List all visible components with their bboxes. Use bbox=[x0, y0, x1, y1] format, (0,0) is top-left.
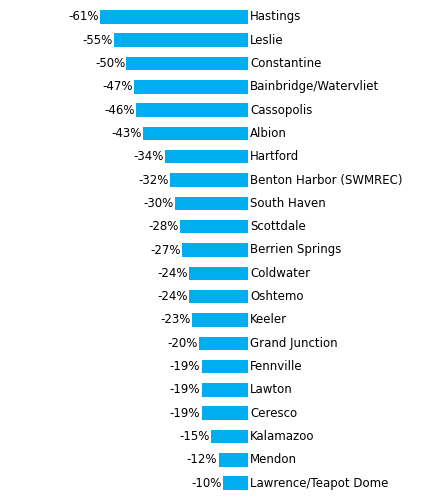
Bar bbox=[202, 383, 248, 396]
Text: Bainbridge/Watervliet: Bainbridge/Watervliet bbox=[250, 80, 379, 93]
Text: Mendon: Mendon bbox=[250, 454, 297, 466]
Bar bbox=[182, 243, 248, 257]
Text: -61%: -61% bbox=[68, 10, 99, 24]
Bar bbox=[202, 360, 248, 374]
Text: Kalamazoo: Kalamazoo bbox=[250, 430, 314, 443]
Text: -10%: -10% bbox=[192, 476, 222, 490]
Bar bbox=[211, 430, 248, 444]
Bar bbox=[134, 80, 248, 94]
Bar bbox=[180, 220, 248, 234]
Bar bbox=[192, 313, 248, 326]
Text: -55%: -55% bbox=[83, 34, 113, 46]
Text: Leslie: Leslie bbox=[250, 34, 284, 46]
Text: -32%: -32% bbox=[138, 174, 169, 186]
Text: Cassopolis: Cassopolis bbox=[250, 104, 312, 117]
Text: -47%: -47% bbox=[102, 80, 133, 93]
Text: Lawton: Lawton bbox=[250, 384, 293, 396]
Bar bbox=[100, 10, 248, 24]
Text: Oshtemo: Oshtemo bbox=[250, 290, 303, 303]
Text: -19%: -19% bbox=[170, 360, 200, 373]
Text: -24%: -24% bbox=[158, 267, 188, 280]
Text: Lawrence/Teapot Dome: Lawrence/Teapot Dome bbox=[250, 476, 388, 490]
Text: Grand Junction: Grand Junction bbox=[250, 337, 338, 350]
Text: Berrien Springs: Berrien Springs bbox=[250, 244, 341, 256]
Bar bbox=[189, 290, 248, 304]
Text: Constantine: Constantine bbox=[250, 57, 322, 70]
Text: Albion: Albion bbox=[250, 127, 287, 140]
Text: Scottdale: Scottdale bbox=[250, 220, 306, 233]
Text: -19%: -19% bbox=[170, 407, 200, 420]
Bar bbox=[165, 150, 248, 164]
Bar bbox=[170, 174, 248, 187]
Bar bbox=[199, 336, 248, 350]
Bar bbox=[223, 476, 248, 490]
Text: Hastings: Hastings bbox=[250, 10, 301, 24]
Text: -27%: -27% bbox=[151, 244, 181, 256]
Text: -24%: -24% bbox=[158, 290, 188, 303]
Text: -46%: -46% bbox=[104, 104, 135, 117]
Text: Coldwater: Coldwater bbox=[250, 267, 310, 280]
Text: -34%: -34% bbox=[134, 150, 164, 163]
Text: South Haven: South Haven bbox=[250, 197, 326, 210]
Bar bbox=[202, 406, 248, 420]
Bar bbox=[127, 56, 248, 70]
Text: -20%: -20% bbox=[168, 337, 198, 350]
Bar bbox=[143, 126, 248, 140]
Text: Ceresco: Ceresco bbox=[250, 407, 297, 420]
Text: -50%: -50% bbox=[95, 57, 125, 70]
Text: -12%: -12% bbox=[187, 454, 217, 466]
Text: -19%: -19% bbox=[170, 384, 200, 396]
Bar bbox=[189, 266, 248, 280]
Text: -23%: -23% bbox=[160, 314, 191, 326]
Bar bbox=[175, 196, 248, 210]
Bar bbox=[136, 104, 248, 117]
Text: Fennville: Fennville bbox=[250, 360, 303, 373]
Bar bbox=[114, 34, 248, 47]
Bar bbox=[219, 453, 248, 466]
Text: Benton Harbor (SWMREC): Benton Harbor (SWMREC) bbox=[250, 174, 403, 186]
Text: -43%: -43% bbox=[112, 127, 142, 140]
Text: Hartford: Hartford bbox=[250, 150, 299, 163]
Text: Keeler: Keeler bbox=[250, 314, 287, 326]
Text: -15%: -15% bbox=[180, 430, 210, 443]
Text: -30%: -30% bbox=[143, 197, 174, 210]
Text: -28%: -28% bbox=[148, 220, 179, 233]
